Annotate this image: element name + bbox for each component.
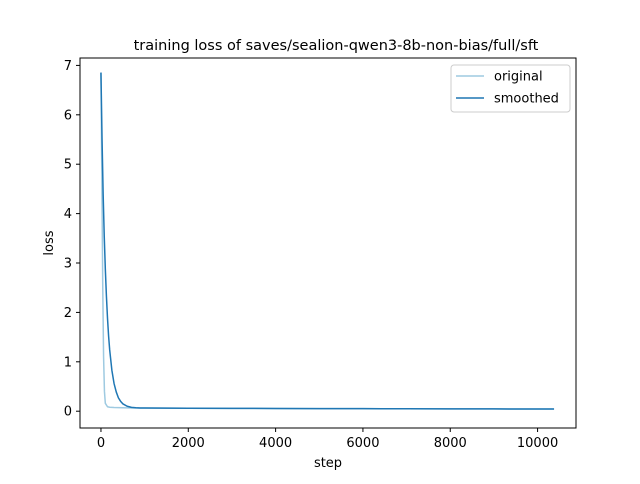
x-tick-label: 6000 xyxy=(346,436,379,451)
y-tick-label: 3 xyxy=(64,257,72,272)
x-axis-label: step xyxy=(314,456,342,471)
chart-title: training loss of saves/sealion-qwen3-8b-… xyxy=(134,38,539,54)
y-tick-label: 7 xyxy=(64,59,72,74)
y-tick-label: 5 xyxy=(64,158,72,173)
legend: original smoothed xyxy=(450,64,571,113)
x-tick-label: 8000 xyxy=(434,436,467,451)
y-tick-label: 2 xyxy=(64,306,72,321)
series-line-original xyxy=(100,72,555,410)
x-tick-label: 4000 xyxy=(259,436,292,451)
x-tick-label: 10000 xyxy=(517,436,558,451)
series-lines xyxy=(100,72,555,410)
y-tick-label: 0 xyxy=(64,405,72,420)
y-axis-label: loss xyxy=(42,230,57,255)
x-tick-label: 0 xyxy=(97,436,105,451)
x-tick-label: 2000 xyxy=(172,436,205,451)
y-tick-label: 1 xyxy=(64,355,72,370)
plot-frame xyxy=(79,57,577,429)
legend-label-original: original xyxy=(494,70,543,85)
y-tick-label: 4 xyxy=(64,207,72,222)
series-line-smoothed xyxy=(100,72,555,410)
legend-label-smoothed: smoothed xyxy=(494,92,559,107)
axis-ticks: 0 2000 4000 6000 8000 10000 0 1 2 3 4 5 6 7 xyxy=(64,59,559,451)
y-tick-label: 6 xyxy=(64,108,72,123)
